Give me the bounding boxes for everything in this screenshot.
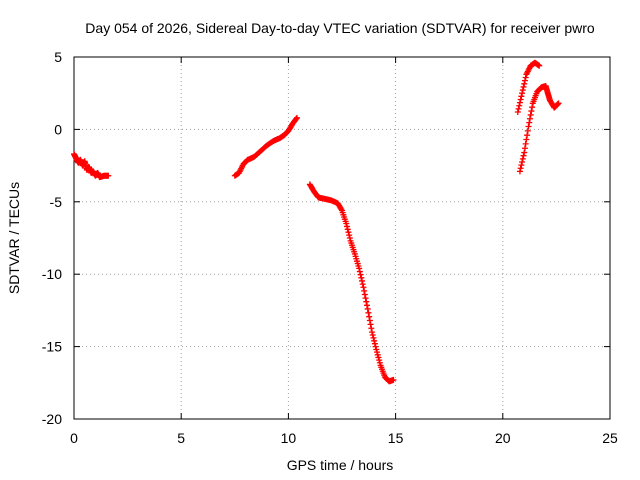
chart-title: Day 054 of 2026, Sidereal Day-to-day VTE… — [85, 20, 595, 36]
x-tick-label: 25 — [602, 430, 618, 446]
data-point-marker — [344, 223, 351, 230]
data-point-marker — [554, 101, 561, 108]
data-point-marker — [338, 206, 345, 213]
plot-frame — [73, 56, 611, 420]
data-point-marker — [374, 349, 381, 356]
data-point-marker — [357, 271, 364, 278]
data-point-marker — [358, 274, 365, 281]
data-point-marker — [519, 158, 526, 165]
data-point-marker — [521, 77, 528, 84]
data-point-marker — [529, 104, 536, 111]
data-point-marker — [522, 140, 529, 147]
data-point-marker — [520, 152, 527, 159]
data-point-marker — [361, 291, 368, 298]
axis-ticks: 0 5 10 15 20 25 5 0 -5 -10 -15 -20 — [42, 49, 618, 446]
data-point-marker — [359, 277, 366, 284]
data-point-marker — [365, 309, 372, 316]
data-point-marker — [390, 376, 397, 383]
data-point-marker — [525, 123, 532, 130]
y-tick-label: -10 — [42, 266, 62, 282]
data-point-marker — [528, 108, 535, 115]
data-point-marker — [526, 115, 533, 122]
data-point-marker — [370, 334, 377, 341]
data-point-marker — [368, 325, 375, 332]
data-point-marker — [514, 109, 521, 116]
data-point-marker — [293, 115, 300, 122]
data-point-marker — [521, 145, 528, 152]
x-axis-label: GPS time / hours — [287, 457, 394, 473]
data-point-marker — [373, 346, 380, 353]
data-point-marker — [516, 168, 523, 175]
data-point-marker — [362, 295, 369, 302]
data-point-marker — [524, 132, 531, 139]
data-point-marker — [521, 149, 528, 156]
data-point-marker — [376, 359, 383, 366]
data-point-marker — [517, 96, 524, 103]
data-point-marker — [369, 329, 376, 336]
data-point-marker — [524, 127, 531, 134]
data-point-marker — [375, 354, 382, 361]
data-point-marker — [356, 268, 363, 275]
data-point-marker — [343, 220, 350, 227]
data-point-marker — [519, 155, 526, 162]
x-tick-label: 0 — [70, 430, 78, 446]
data-point-marker — [360, 284, 367, 291]
y-axis-label: SDTVAR / TECUs — [6, 182, 22, 294]
x-tick-label: 10 — [281, 430, 297, 446]
y-tick-label: 5 — [54, 49, 62, 65]
data-point-marker — [346, 232, 353, 239]
x-tick-label: 20 — [495, 430, 511, 446]
data-point-marker — [555, 100, 562, 107]
data-point-marker — [516, 102, 523, 109]
data-point-marker — [346, 235, 353, 241]
data-point-marker — [522, 74, 529, 81]
data-point-marker — [371, 340, 378, 347]
data-point-marker — [359, 281, 366, 288]
y-tick-label: -20 — [42, 411, 62, 427]
data-point-marker — [523, 136, 530, 143]
y-tick-label: -15 — [42, 339, 62, 355]
data-point-marker — [372, 343, 379, 350]
data-point-marker — [344, 226, 351, 233]
data-point-marker — [374, 351, 381, 358]
data-point-marker — [345, 229, 352, 236]
data-point-marker — [361, 287, 368, 294]
data-point-marker — [356, 265, 363, 272]
data-point-marker — [521, 80, 528, 87]
data-point-marker — [366, 313, 373, 320]
y-tick-label: -5 — [50, 194, 63, 210]
x-tick-label: 15 — [388, 430, 404, 446]
grid-lines — [74, 57, 610, 419]
data-point-marker — [376, 357, 383, 364]
data-point-marker — [363, 298, 370, 305]
data-point-marker — [105, 172, 112, 179]
data-point-marker — [364, 302, 371, 309]
data-point-marker — [371, 337, 378, 344]
data-point-marker — [367, 321, 374, 328]
data-point-marker — [517, 165, 524, 172]
data-point-marker — [366, 317, 373, 324]
y-tick-label: 0 — [54, 121, 62, 137]
x-tick-label: 5 — [177, 430, 185, 446]
data-point-marker — [516, 99, 523, 106]
data-points — [71, 59, 562, 385]
data-point-marker — [536, 62, 543, 69]
data-point-marker — [519, 87, 526, 94]
data-point-marker — [520, 83, 527, 90]
data-point-marker — [364, 305, 371, 312]
data-point-marker — [518, 162, 525, 169]
data-point-marker — [527, 111, 534, 118]
data-point-marker — [369, 332, 376, 339]
data-point-marker — [515, 105, 522, 112]
data-point-marker — [293, 114, 300, 121]
data-point-marker — [518, 93, 525, 100]
data-point-marker — [526, 119, 533, 126]
data-point-marker — [519, 90, 526, 97]
